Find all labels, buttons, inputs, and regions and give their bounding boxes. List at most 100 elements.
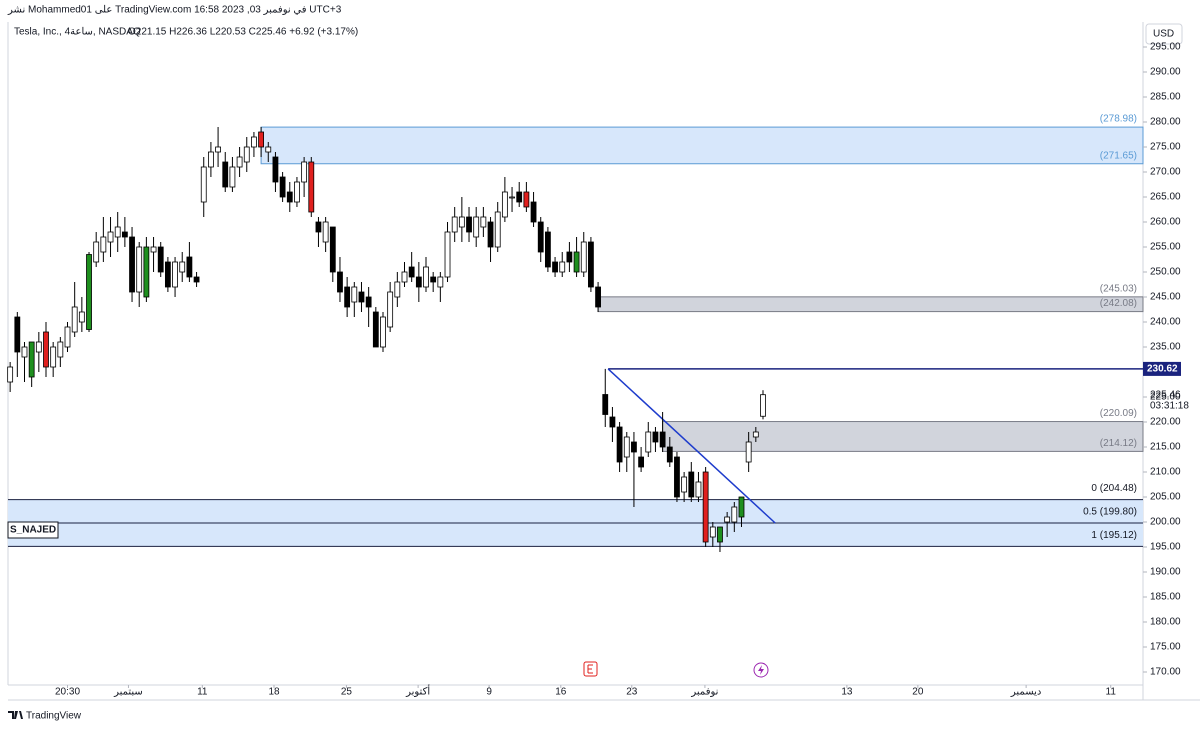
y-tick-label: 255.00 <box>1150 242 1181 253</box>
price-badge-label: 230.62 <box>1147 364 1178 375</box>
y-tick-label: 290.00 <box>1150 67 1181 78</box>
x-tick-label: 16 <box>555 687 567 698</box>
candle-body <box>315 221 322 233</box>
candle-body <box>401 271 408 283</box>
y-tick-label: 190.00 <box>1150 567 1181 578</box>
x-tick-label: 20 <box>912 687 924 698</box>
x-tick-label: 23 <box>626 687 638 698</box>
y-tick-label: 280.00 <box>1150 117 1181 128</box>
candle-body <box>86 254 92 330</box>
zone-label: (245.03) <box>1100 283 1137 294</box>
candle-body <box>114 226 121 238</box>
candle-body <box>143 246 150 298</box>
candle-body <box>760 394 766 417</box>
candle-body <box>129 236 135 293</box>
candle-body <box>107 231 114 243</box>
y-tick-label: 170.00 <box>1150 667 1181 678</box>
candle-body <box>501 191 508 218</box>
candle-body <box>43 331 49 368</box>
candle-body <box>681 476 688 493</box>
candle-body <box>595 286 601 308</box>
y-tick-label: 200.00 <box>1150 517 1181 528</box>
candle-body <box>294 181 300 203</box>
currency-box[interactable] <box>1145 23 1183 45</box>
fib-label: 0.5 (199.80) <box>1083 507 1137 518</box>
candle-body <box>243 146 250 163</box>
candle-body <box>537 221 544 253</box>
candle-body <box>451 216 458 233</box>
candle-body <box>745 441 752 463</box>
candle-body <box>372 311 379 348</box>
candle-body <box>631 441 637 453</box>
x-tick-label: 9 <box>486 687 492 698</box>
candle-body <box>71 306 78 333</box>
currency: USD <box>1153 29 1174 40</box>
candle-body <box>702 471 709 543</box>
candle-body <box>688 471 695 498</box>
event-icons[interactable] <box>583 661 769 678</box>
y-tick-label: 260.00 <box>1150 217 1181 228</box>
y-tick-label: 220.00 <box>1150 417 1181 428</box>
candle-body <box>444 231 451 278</box>
candle-body <box>480 216 487 228</box>
candle-body <box>279 176 286 198</box>
candle-body <box>236 156 243 168</box>
candle-body <box>35 341 42 353</box>
candle-body <box>580 241 587 273</box>
candle-body <box>437 276 444 288</box>
x-tick-label: سبتمبر <box>113 687 143 698</box>
zone <box>662 421 1144 452</box>
header: نشر Mohammed01 على TradingView.com في نو… <box>7 5 342 16</box>
candle-body <box>659 431 666 448</box>
candle-body <box>566 251 573 263</box>
candle-body <box>57 341 64 358</box>
candle-body <box>717 526 723 543</box>
candle-body <box>64 326 71 348</box>
candle-body <box>380 316 386 348</box>
candle-body <box>752 431 759 438</box>
candle-body <box>516 191 523 203</box>
symbol: Tesla, Inc., 4ساعة, NASDAQ <box>14 27 141 38</box>
x-tick-label: 11 <box>197 687 208 698</box>
candle-body <box>387 291 394 328</box>
candle-body <box>466 216 472 233</box>
candle-body <box>172 261 178 288</box>
y-tick-label: 225.00 <box>1150 392 1181 403</box>
candle-body <box>258 131 264 148</box>
y-tick-label: 250.00 <box>1150 267 1181 278</box>
dividend-icon-glyph <box>758 665 764 675</box>
y-tick-label: 205.00 <box>1150 492 1181 503</box>
candle-body <box>251 136 257 148</box>
candle-body <box>588 241 594 288</box>
candle-body <box>559 261 566 273</box>
candle-body <box>458 216 465 228</box>
candle-body <box>709 526 716 538</box>
candle-body <box>408 266 415 278</box>
y-tick-label: 285.00 <box>1150 92 1181 103</box>
earnings-icon-glyph <box>587 664 593 674</box>
candle-body <box>100 236 107 253</box>
y-tick-label: 265.00 <box>1150 192 1181 203</box>
fib-label: 0 (204.48) <box>1091 483 1137 494</box>
candle-body <box>509 196 515 199</box>
y-tick-label: 210.00 <box>1150 467 1181 478</box>
zone-label: (242.08) <box>1100 298 1137 309</box>
y-tick-label: 275.00 <box>1150 142 1181 153</box>
zone-label: (278.98) <box>1100 114 1137 125</box>
candle-body <box>121 231 128 238</box>
candle-body <box>602 394 609 415</box>
brand: TradingView <box>26 711 82 722</box>
ohlc-legend: O221.15 H226.36 L220.53 C225.46 +6.92 (+… <box>128 27 358 38</box>
x-tick-label: نوفمبر <box>690 687 718 698</box>
candle-body <box>666 446 673 463</box>
y-tick-label: 295.00 <box>1150 42 1181 53</box>
candle-body <box>164 261 171 288</box>
candle-body <box>208 151 214 168</box>
candle-body <box>552 261 558 273</box>
y-tick-label: 185.00 <box>1150 592 1181 603</box>
candle-body <box>423 266 429 288</box>
x-tick-label: 18 <box>268 687 280 698</box>
candle-body <box>21 346 28 358</box>
